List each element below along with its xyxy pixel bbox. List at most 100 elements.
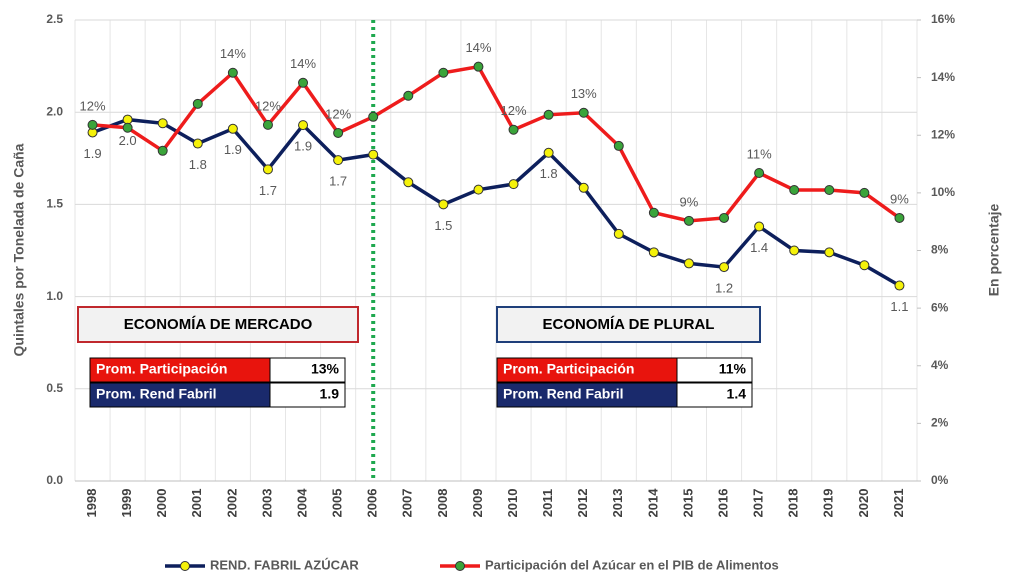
x-tick-label: 1998: [84, 489, 99, 518]
row-value: 1.4: [727, 386, 747, 402]
panel-title: ECONOMÍA DE MERCADO: [124, 316, 313, 333]
point: [157, 118, 168, 129]
y-tick-label: 0.0: [46, 473, 63, 487]
data-label: 11%: [747, 146, 772, 161]
data-label: 1.1: [890, 299, 908, 314]
row-label-cell: [89, 357, 271, 383]
data-label: 1.5: [434, 218, 452, 233]
point: [578, 182, 589, 193]
x-tick-label: 2021: [891, 489, 906, 518]
point: [192, 98, 203, 109]
point: [719, 262, 730, 273]
series-line: [92, 64, 901, 223]
legend-label: Participación del Azúcar en el PIB de Al…: [485, 557, 779, 572]
data-label: 1.9: [84, 146, 102, 161]
point: [578, 107, 589, 118]
point: [789, 184, 800, 195]
y-tick-label: 1.0: [46, 289, 63, 303]
point: [298, 77, 309, 88]
point: [227, 67, 238, 78]
data-label: 12%: [325, 106, 351, 121]
point: [859, 260, 870, 271]
point: [227, 123, 238, 134]
point: [368, 111, 379, 122]
x-tick-label: 2003: [259, 489, 274, 518]
data-label: 1.7: [329, 174, 347, 189]
point: [122, 114, 133, 125]
row-value-cell: [269, 357, 346, 383]
x-tick-label: 2000: [154, 489, 169, 518]
row-value-cell: [676, 357, 753, 383]
row-label: Prom. Participación: [503, 361, 634, 377]
point: [719, 212, 730, 223]
point: [87, 119, 98, 130]
point: [473, 184, 484, 195]
data-label: 2.0: [119, 133, 137, 148]
y-tick-label: 2.0: [46, 104, 63, 118]
y2-tick-label: 10%: [931, 185, 955, 199]
point: [894, 280, 905, 291]
x-tick-label: 2006: [365, 489, 380, 518]
x-tick-label: 2011: [540, 489, 555, 517]
data-label: 9%: [890, 191, 909, 206]
data-label: 1.9: [294, 139, 312, 154]
data-label: 12%: [80, 98, 106, 113]
point: [824, 247, 835, 258]
point: [543, 147, 554, 158]
point: [683, 215, 694, 226]
point: [613, 228, 624, 239]
data-label: 14%: [465, 40, 491, 55]
point: [192, 138, 203, 149]
x-tick-label: 2010: [505, 489, 520, 518]
data-label: 14%: [220, 46, 246, 61]
point: [543, 109, 554, 120]
y-tick-label: 1.5: [46, 197, 63, 211]
point: [473, 61, 484, 72]
legend-marker: [455, 561, 465, 571]
legend-marker: [180, 561, 190, 571]
row-label: Prom. Rend Fabril: [503, 386, 624, 402]
row-value-cell: [269, 382, 346, 408]
row-label-cell: [89, 382, 271, 408]
x-tick-label: 2009: [470, 489, 485, 518]
y-axis-label: Quintales por Tonelada de Caña: [11, 143, 27, 356]
point: [403, 90, 414, 101]
y-tick-label: 2.5: [46, 12, 63, 26]
y2-tick-label: 4%: [931, 358, 949, 372]
x-tick-label: 2007: [400, 489, 415, 518]
panel-title-box: [77, 306, 359, 343]
data-label: 12%: [255, 98, 281, 113]
x-tick-label: 2002: [224, 489, 239, 518]
row-label-cell: [496, 357, 678, 383]
y2-tick-label: 0%: [931, 473, 949, 487]
row-label: Prom. Participación: [96, 361, 227, 377]
data-label: 1.8: [189, 157, 207, 172]
x-tick-label: 1999: [119, 489, 134, 518]
x-tick-label: 2008: [435, 489, 450, 518]
point: [157, 145, 168, 156]
data-label: 1.8: [540, 166, 558, 181]
panel-title: ECONOMÍA DE PLURAL: [543, 316, 715, 333]
point: [333, 155, 344, 166]
point: [438, 67, 449, 78]
y2-tick-label: 6%: [931, 300, 949, 314]
point: [754, 167, 765, 178]
point: [262, 119, 273, 130]
legend-label: REND. FABRIL AZÚCAR: [210, 557, 359, 572]
point: [648, 247, 659, 258]
row-value: 1.9: [320, 386, 340, 402]
row-value-cell: [676, 382, 753, 408]
point: [508, 179, 519, 190]
data-label: 14%: [290, 56, 316, 71]
panel-title-box: [496, 306, 761, 343]
point: [508, 124, 519, 135]
y2-tick-label: 12%: [931, 127, 955, 141]
point: [438, 199, 449, 210]
point: [122, 122, 133, 133]
point: [683, 258, 694, 269]
row-value: 11%: [719, 361, 747, 377]
point: [789, 245, 800, 256]
point: [403, 177, 414, 188]
data-label: 1.9: [224, 142, 242, 157]
